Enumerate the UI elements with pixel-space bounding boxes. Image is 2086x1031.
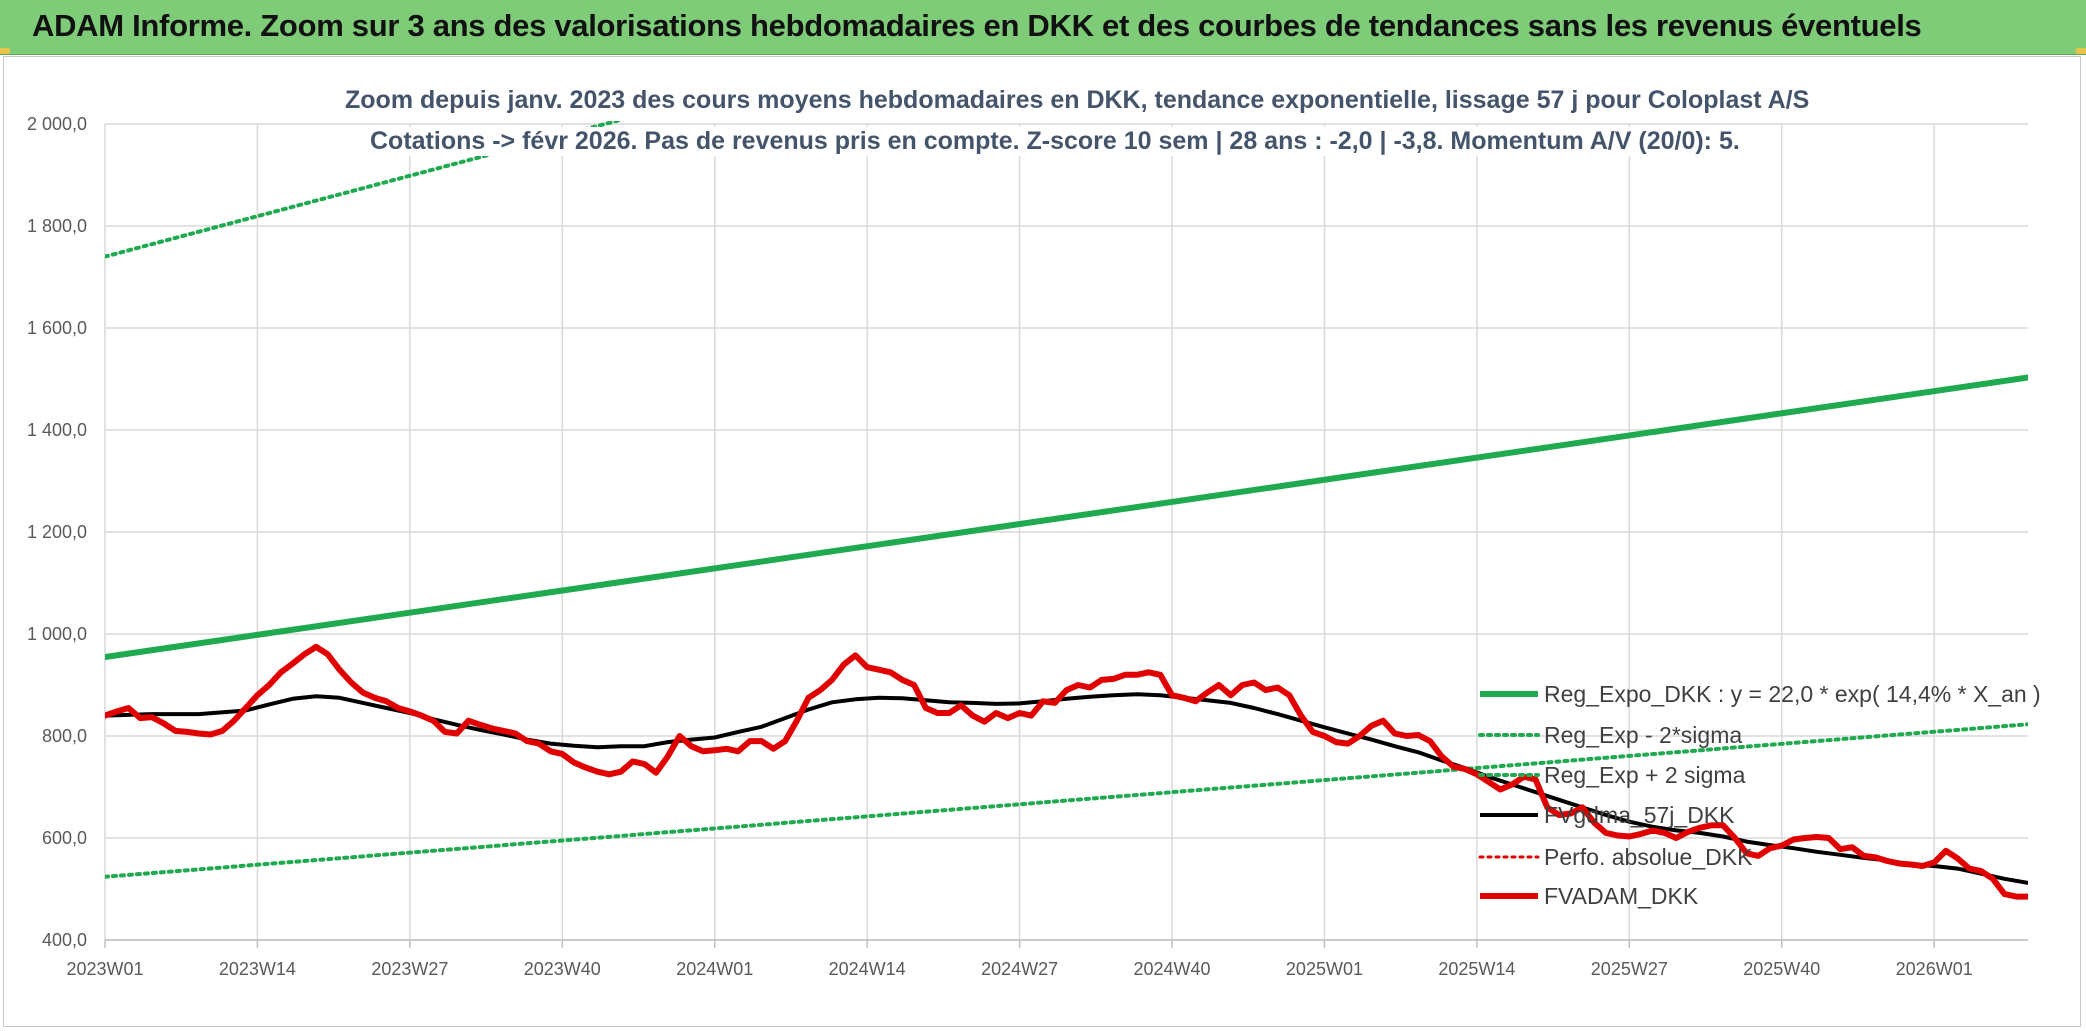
y-axis: 400,0 600,0 800,0 1 000,0 1 200,0 1 400,0 1 60…	[27, 114, 87, 950]
legend-label-0: Reg_Expo_DKK : y = 22,0 * exp( 14,4% * X…	[1544, 681, 2041, 707]
grid-lines	[104, 123, 2028, 948]
y-tick-label: 400,0	[42, 930, 87, 950]
report-banner: ADAM Informe. Zoom sur 3 ans des valoris…	[0, 0, 2086, 55]
x-tick-label: 2025W27	[1591, 959, 1668, 979]
series-line-0	[105, 374, 2028, 660]
legend-label-3: FVgdma_57j_DKK	[1544, 802, 1735, 828]
x-tick-label: 2024W14	[829, 959, 906, 979]
chart-title-line-2: Cotations -> févr 2026. Pas de revenus p…	[370, 127, 1740, 156]
x-tick-label: 2025W40	[1743, 959, 1820, 979]
x-tick-label: 2023W27	[371, 959, 448, 979]
x-tick-label: 2023W01	[66, 959, 143, 979]
y-tick-label: 800,0	[42, 726, 87, 746]
y-tick-label: 1 000,0	[27, 624, 87, 644]
y-tick-label: 1 800,0	[27, 216, 87, 236]
chart-frame	[3, 56, 2081, 1027]
y-tick-label: 1 200,0	[27, 522, 87, 542]
legend-label-5: FVADAM_DKK	[1544, 883, 1699, 909]
legend-label-1: Reg_Exp - 2*sigma	[1544, 722, 1742, 748]
y-tick-label: 1 400,0	[27, 420, 87, 440]
x-axis: 2023W01 2023W14 2023W27 2023W40 2024W01 2024W…	[66, 959, 1972, 979]
x-tick-label: 2023W40	[524, 959, 601, 979]
x-tick-label: 2024W40	[1133, 959, 1210, 979]
legend-label-2: Reg_Exp + 2 sigma	[1544, 762, 1746, 788]
x-tick-label: 2026W01	[1896, 959, 1973, 979]
report-title: ADAM Informe. Zoom sur 3 ans des valoris…	[32, 8, 1922, 43]
chart-title-line-1: Zoom depuis janv. 2023 des cours moyens …	[345, 86, 1810, 115]
legend-label-4: Perfo. absolue_DKK	[1544, 844, 1753, 870]
series-line-2	[105, 121, 625, 259]
y-tick-label: 1 600,0	[27, 318, 87, 338]
x-tick-label: 2024W27	[981, 959, 1058, 979]
banner-corner-right	[2076, 48, 2086, 54]
y-tick-label: 2 000,0	[27, 114, 87, 134]
x-tick-label: 2023W14	[219, 959, 296, 979]
series-lines	[105, 121, 2028, 900]
x-tick-label: 2025W01	[1286, 959, 1363, 979]
y-tick-label: 600,0	[42, 828, 87, 848]
series-line-3	[105, 692, 2028, 885]
legend: Reg_Expo_DKK : y = 22,0 * exp( 14,4% * X…	[1478, 681, 2041, 909]
x-tick-label: 2024W01	[676, 959, 753, 979]
series-line-5	[105, 643, 2028, 900]
x-tick-label: 2025W14	[1438, 959, 1515, 979]
series-line-1	[105, 722, 2028, 879]
banner-corner-left	[0, 48, 10, 54]
